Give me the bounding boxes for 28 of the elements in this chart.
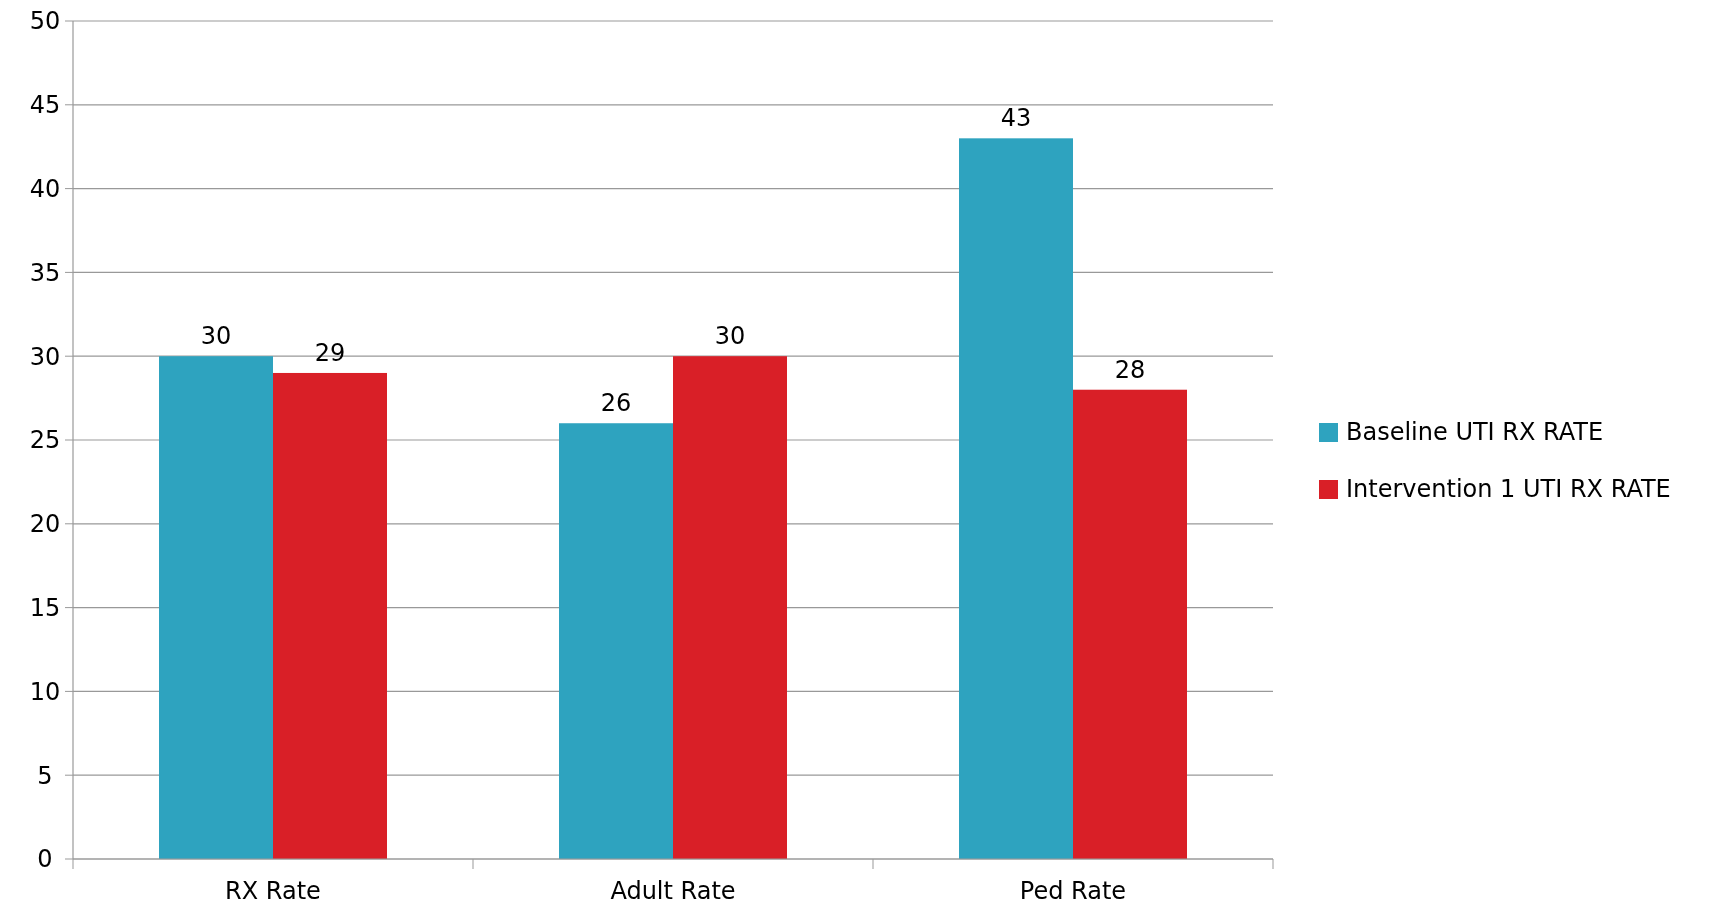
data-label: 30 [200,322,232,351]
x-tick-label: Adult Rate [610,877,736,905]
y-tick-label: 50 [29,7,61,36]
bar [159,356,273,859]
y-tick-label: 0 [37,845,53,874]
data-label: 28 [1114,355,1146,384]
bar [959,138,1073,859]
bar [1073,389,1187,859]
data-label: 30 [714,322,746,351]
y-tick-label: 25 [29,426,61,455]
legend-label: Baseline UTI RX RATE [1346,418,1604,447]
bar [559,423,673,859]
y-tick-label: 35 [29,258,61,287]
y-tick-label: 20 [29,510,61,539]
y-tick-label: 10 [29,677,61,706]
x-tick-label: Ped Rate [1019,877,1127,905]
y-tick-label: 30 [29,342,61,371]
y-tick-label: 40 [29,175,61,203]
y-tick-label: 5 [37,761,53,790]
y-tick-label: 45 [29,91,61,120]
y-tick-label: 15 [29,594,61,622]
data-label: 26 [600,389,632,418]
data-label: 29 [314,338,346,367]
x-tick-label: RX Rate [225,877,321,905]
bar [273,372,387,859]
bar [673,356,787,859]
data-label: 43 [1000,104,1032,133]
legend-label: Intervention 1 UTI RX RATE [1346,475,1671,504]
